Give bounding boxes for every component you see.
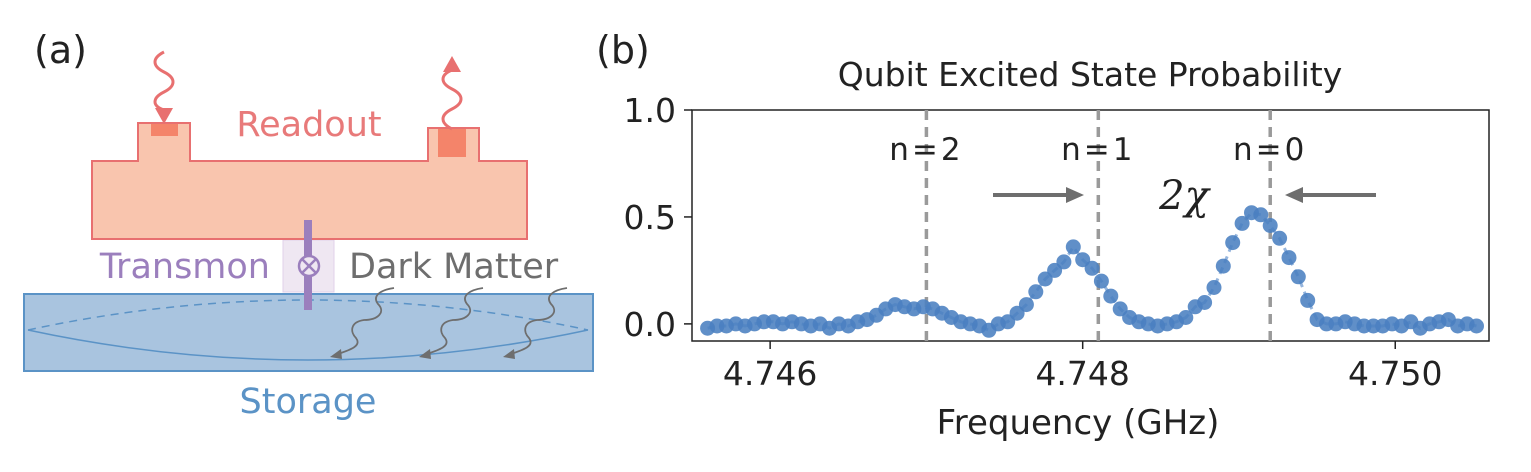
data-point bbox=[1300, 292, 1316, 308]
output-wave-icon bbox=[441, 68, 463, 131]
data-point bbox=[1093, 273, 1109, 289]
readout-input-port bbox=[151, 124, 178, 136]
data-point bbox=[1290, 269, 1306, 285]
peak-label: n=1 bbox=[1061, 132, 1135, 168]
chi-arrow-left-icon bbox=[1285, 187, 1303, 203]
dark-matter-wave-icon bbox=[510, 287, 568, 355]
arrowhead-icon bbox=[503, 349, 515, 359]
data-point bbox=[1262, 218, 1278, 233]
readout-label: Readout bbox=[236, 105, 381, 145]
data-point bbox=[1253, 207, 1269, 223]
dark-matter-wave-icon bbox=[426, 287, 484, 355]
x-tick-label: 4.750 bbox=[1348, 354, 1442, 393]
x-tick-label: 4.748 bbox=[1035, 354, 1129, 393]
x-axis-label: Frequency (GHz) bbox=[937, 403, 1220, 443]
data-point bbox=[1234, 215, 1250, 231]
panel-a-schematic: (a) Storage Readout bbox=[23, 28, 594, 422]
storage-mode-solid bbox=[27, 329, 589, 361]
y-tick-label: 0.0 bbox=[624, 305, 676, 344]
data-point bbox=[1103, 288, 1119, 304]
panel-b-label: (b) bbox=[596, 28, 650, 72]
data-point bbox=[1206, 280, 1222, 295]
data-point bbox=[1084, 260, 1100, 276]
chart-title: Qubit Excited State Probability bbox=[838, 55, 1343, 94]
y-axis-ticks: 0.0 0.5 1.0 bbox=[624, 91, 692, 344]
input-wave-icon bbox=[153, 50, 175, 112]
chi-label: 2χ bbox=[1158, 173, 1211, 219]
output-arrowhead-icon bbox=[443, 56, 461, 72]
data-point bbox=[1215, 258, 1231, 274]
data-point bbox=[1065, 239, 1081, 255]
chi-annotation: 2χ bbox=[993, 173, 1376, 219]
data-point bbox=[1197, 295, 1213, 310]
data-point bbox=[1281, 250, 1297, 266]
readout-input-signal bbox=[153, 50, 175, 124]
arrowhead-icon bbox=[419, 349, 431, 359]
x-axis-ticks: 4.746 4.748 4.750 bbox=[723, 341, 1442, 393]
peak-label: n=0 bbox=[1233, 132, 1307, 168]
readout-cavity bbox=[91, 122, 528, 240]
data-point bbox=[1028, 284, 1044, 300]
data-points bbox=[700, 205, 1484, 338]
peak-label: n=2 bbox=[889, 132, 963, 168]
y-tick-label: 1.0 bbox=[624, 91, 676, 130]
readout-output-port bbox=[438, 129, 466, 157]
data-point bbox=[1178, 310, 1194, 325]
plot-frame bbox=[691, 109, 1490, 342]
storage-label: Storage bbox=[240, 382, 377, 422]
data-point bbox=[1056, 254, 1072, 270]
data-point bbox=[1469, 318, 1484, 334]
transmon-label: Transmon bbox=[99, 247, 270, 287]
input-arrowhead-icon bbox=[155, 108, 173, 124]
x-tick-label: 4.746 bbox=[723, 354, 817, 393]
data-point bbox=[1272, 230, 1288, 246]
arrowhead-icon bbox=[330, 349, 342, 359]
panel-a-label: (a) bbox=[34, 28, 87, 72]
chi-arrow-right-icon bbox=[1066, 187, 1084, 203]
panel-b-chart: (b) Qubit Excited State Probability n=2 n… bbox=[596, 28, 1490, 443]
y-tick-label: 0.5 bbox=[624, 198, 676, 237]
readout-body bbox=[91, 122, 528, 240]
dark-matter-label: Dark Matter bbox=[349, 247, 559, 287]
peak-labels: n=2 n=1 n=0 bbox=[889, 132, 1307, 168]
dark-matter-wave-icon bbox=[337, 287, 395, 355]
readout-output-signal bbox=[441, 56, 463, 131]
dark-matter-waves bbox=[337, 287, 568, 355]
data-point bbox=[1225, 235, 1241, 251]
josephson-junction-icon bbox=[297, 254, 321, 278]
dark-matter-arrowheads bbox=[330, 349, 515, 359]
data-point bbox=[1018, 297, 1034, 313]
